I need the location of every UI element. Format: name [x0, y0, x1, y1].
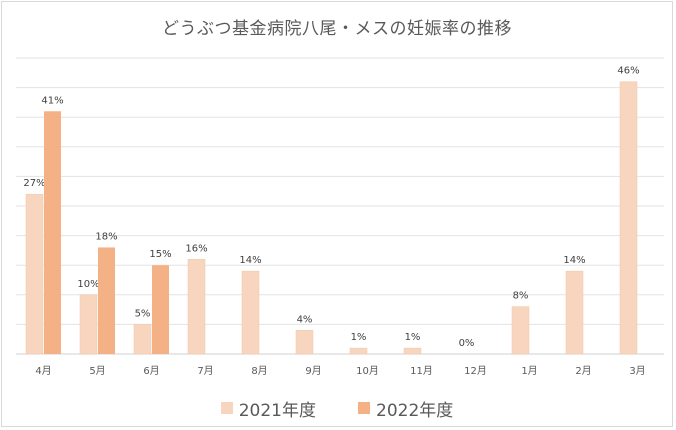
- bar-2021: [619, 81, 638, 355]
- data-label-2021: 5%: [135, 308, 151, 319]
- bar-2021: [187, 259, 206, 355]
- x-tick-label: 7月: [197, 365, 213, 377]
- data-label-2022: 41%: [41, 95, 63, 106]
- data-label-2021: 27%: [23, 178, 45, 189]
- legend-item-2021: 2021年度: [220, 396, 316, 421]
- bar-2022: [44, 111, 61, 354]
- bar-2021: [25, 193, 44, 355]
- bar-2021: [79, 294, 98, 355]
- x-tick-label: 5月: [89, 365, 105, 377]
- x-tick-label: 12月: [464, 365, 487, 377]
- bar-2021: [295, 330, 314, 355]
- chart-legend: 2021年度 2022年度: [2, 394, 672, 422]
- data-label-2021: 16%: [185, 243, 207, 254]
- x-tick-label: 3月: [629, 365, 645, 377]
- x-tick-label: 11月: [410, 365, 433, 377]
- data-label-2021: 0%: [459, 338, 475, 349]
- x-tick-label: 1月: [521, 365, 537, 377]
- x-tick-label: 4月: [35, 365, 51, 377]
- data-label-2021: 4%: [297, 314, 313, 325]
- bar-2021: [403, 347, 422, 355]
- bar-2021: [349, 347, 368, 355]
- bar-2022: [98, 247, 115, 354]
- data-label-2021: 1%: [405, 332, 421, 343]
- data-label-2021: 10%: [77, 279, 99, 290]
- x-tick-label: 8月: [251, 365, 267, 377]
- x-tick-label: 2月: [575, 365, 591, 377]
- x-tick-label: 6月: [143, 365, 159, 377]
- x-tick-label: 9月: [305, 365, 321, 377]
- legend-swatch-2021: [220, 402, 233, 414]
- x-tick-label: 10月: [356, 365, 379, 377]
- bar-2021: [241, 270, 260, 355]
- data-label-2022: 18%: [95, 231, 117, 242]
- data-label-2021: 8%: [513, 291, 529, 302]
- bar-2021: [133, 324, 152, 355]
- data-label-2021: 14%: [563, 255, 585, 266]
- legend-item-2022: 2022年度: [358, 396, 453, 421]
- bar-2022: [152, 265, 169, 354]
- bar-2021: [511, 306, 530, 355]
- chart-title: どうぶつ基金病院八尾・メスの妊娠率の推移: [162, 19, 512, 39]
- data-label-2022: 15%: [149, 249, 171, 260]
- data-label-2021: 46%: [617, 66, 639, 77]
- legend-label-2022: 2022年度: [376, 400, 454, 421]
- legend-swatch-2022: [358, 402, 370, 414]
- bar-2021: [565, 270, 584, 355]
- data-label-2021: 1%: [351, 332, 367, 343]
- legend-label-2021: 2021年度: [238, 400, 316, 421]
- data-label-2021: 14%: [239, 255, 261, 266]
